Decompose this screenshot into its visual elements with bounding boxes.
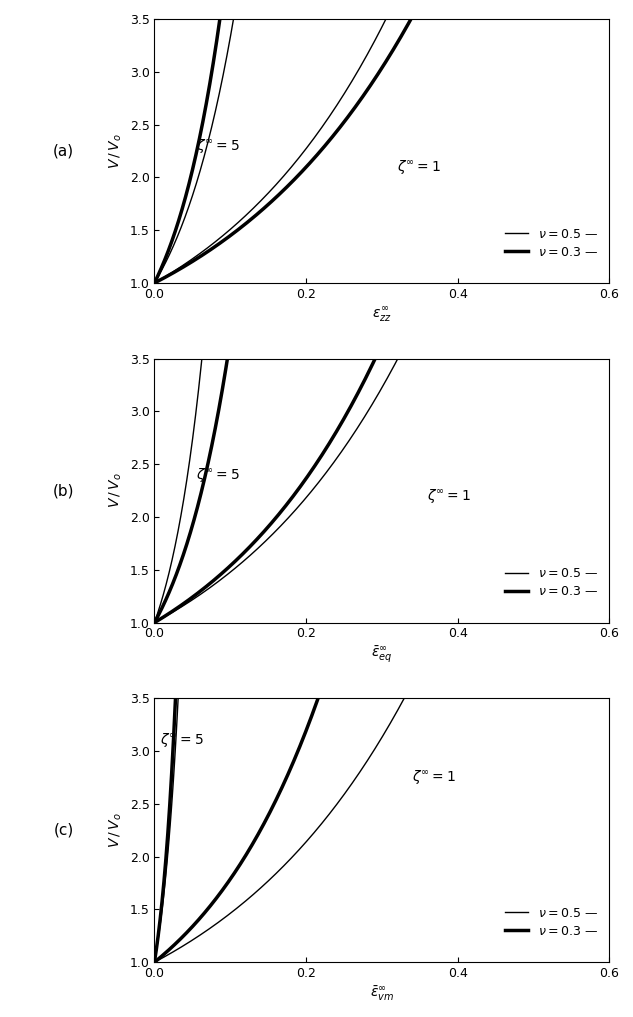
X-axis label: $\bar{\varepsilon}_{vm}^{\infty}$: $\bar{\varepsilon}_{vm}^{\infty}$ — [370, 984, 394, 1003]
Text: $\zeta^{\infty}=1$: $\zeta^{\infty}=1$ — [412, 769, 456, 786]
Y-axis label: $V\,/\,V_o$: $V\,/\,V_o$ — [108, 133, 124, 169]
X-axis label: $\bar{\varepsilon}_{eq}^{\infty}$: $\bar{\varepsilon}_{eq}^{\infty}$ — [371, 645, 392, 665]
Y-axis label: $V\,/\,V_o$: $V\,/\,V_o$ — [108, 813, 124, 848]
Text: $\zeta^{\infty}=1$: $\zeta^{\infty}=1$ — [427, 487, 471, 504]
Text: $\zeta^{\infty}=5$: $\zeta^{\infty}=5$ — [196, 466, 240, 484]
Text: $\zeta^{\infty}=5$: $\zeta^{\infty}=5$ — [196, 136, 240, 155]
Text: (b): (b) — [53, 483, 74, 498]
Text: $\zeta^{\infty}=1$: $\zeta^{\infty}=1$ — [397, 158, 441, 176]
Text: $\zeta^{\infty}=5$: $\zeta^{\infty}=5$ — [161, 731, 204, 750]
Legend: $\nu = 0.5\ $—, $\nu = 0.3\ $—: $\nu = 0.5\ $—, $\nu = 0.3\ $— — [500, 562, 603, 603]
Y-axis label: $V\,/\,V_o$: $V\,/\,V_o$ — [108, 473, 124, 508]
Text: (c): (c) — [53, 823, 73, 838]
Legend: $\nu = 0.5\ $—, $\nu = 0.3\ $—: $\nu = 0.5\ $—, $\nu = 0.3\ $— — [500, 902, 603, 943]
Legend: $\nu = 0.5\ $—, $\nu = 0.3\ $—: $\nu = 0.5\ $—, $\nu = 0.3\ $— — [500, 223, 603, 263]
X-axis label: $\varepsilon_{zz}^{\infty}$: $\varepsilon_{zz}^{\infty}$ — [372, 305, 392, 323]
Text: (a): (a) — [53, 143, 74, 159]
